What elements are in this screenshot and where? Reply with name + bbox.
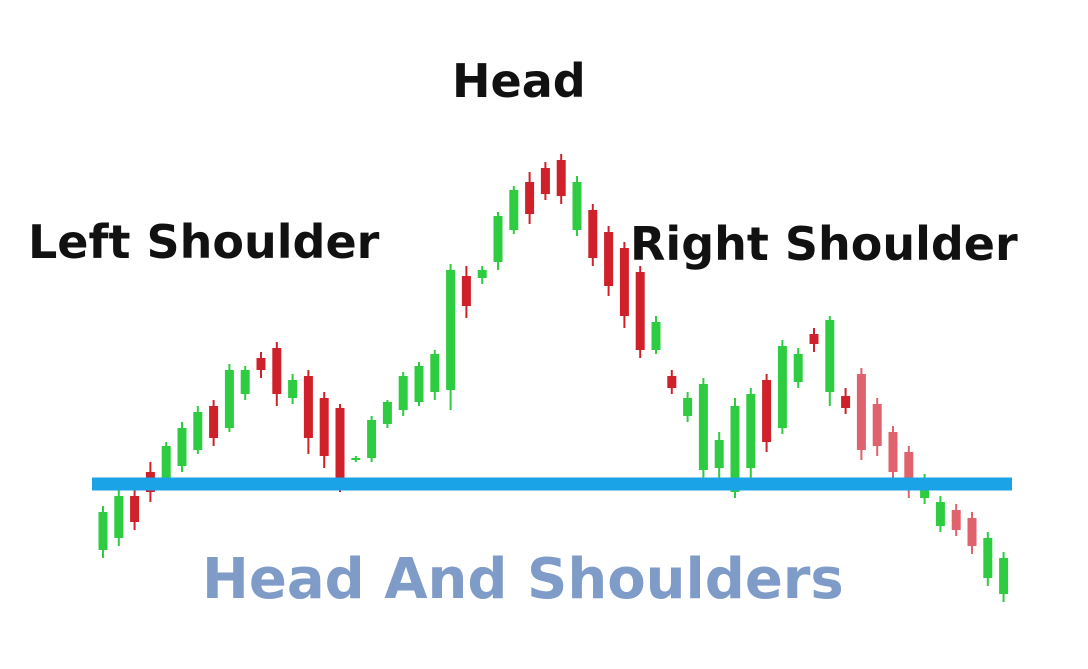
candle-up — [999, 558, 1009, 594]
candle-up — [572, 182, 582, 230]
chart-title: Head And Shoulders — [202, 547, 844, 612]
candle-down — [272, 348, 282, 394]
candle-down — [809, 334, 819, 344]
candle-up — [683, 398, 693, 416]
candle-up — [161, 446, 171, 482]
candle-up — [367, 420, 377, 458]
candle-down — [872, 404, 882, 446]
candle-up — [351, 458, 361, 460]
candle-up — [98, 512, 108, 550]
candle-down — [540, 168, 550, 194]
candle-down — [967, 518, 977, 546]
candle-up — [730, 406, 740, 492]
candle-down — [335, 408, 345, 484]
candle-up — [793, 354, 803, 382]
candle-down — [130, 496, 140, 522]
candle-down — [461, 276, 471, 306]
candle-up — [224, 370, 234, 428]
candle-up — [714, 440, 724, 468]
candle-down — [588, 210, 598, 258]
candle-up — [777, 346, 787, 428]
candle-up — [193, 412, 203, 450]
candle-down — [619, 248, 629, 316]
candle-down — [762, 380, 772, 442]
annotation-right-shoulder: Right Shoulder — [630, 217, 1018, 271]
candle-down — [667, 376, 677, 388]
candle-down — [556, 160, 566, 196]
annotation-head: Head — [452, 54, 586, 108]
candle-down — [841, 396, 851, 408]
candle-down — [525, 182, 535, 214]
candle-down — [951, 510, 961, 530]
candle-up — [983, 538, 993, 578]
candle-up — [414, 366, 424, 402]
candle-up — [430, 354, 440, 392]
candle-up — [493, 216, 503, 262]
candle-up — [477, 270, 487, 278]
candle-down — [209, 406, 219, 438]
candle-up — [240, 370, 250, 394]
candle-up — [698, 384, 708, 470]
candle-up — [509, 190, 519, 230]
candle-down — [904, 452, 914, 490]
annotation-left-shoulder: Left Shoulder — [28, 215, 380, 269]
candle-up — [114, 496, 124, 538]
candle-up — [935, 502, 945, 526]
candle-up — [382, 402, 392, 424]
candle-down — [888, 432, 898, 472]
candle-up — [825, 320, 835, 392]
candle-down — [256, 358, 266, 370]
candle-up — [288, 380, 298, 398]
candle-down — [319, 398, 329, 456]
candle-up — [651, 322, 661, 350]
candle-up — [398, 376, 408, 410]
candle-up — [446, 270, 456, 390]
candle-down — [303, 376, 313, 438]
candle-down — [635, 272, 645, 350]
candle-up — [746, 394, 756, 468]
candle-up — [177, 428, 187, 466]
candle-down — [856, 374, 866, 450]
candle-down — [604, 232, 614, 286]
